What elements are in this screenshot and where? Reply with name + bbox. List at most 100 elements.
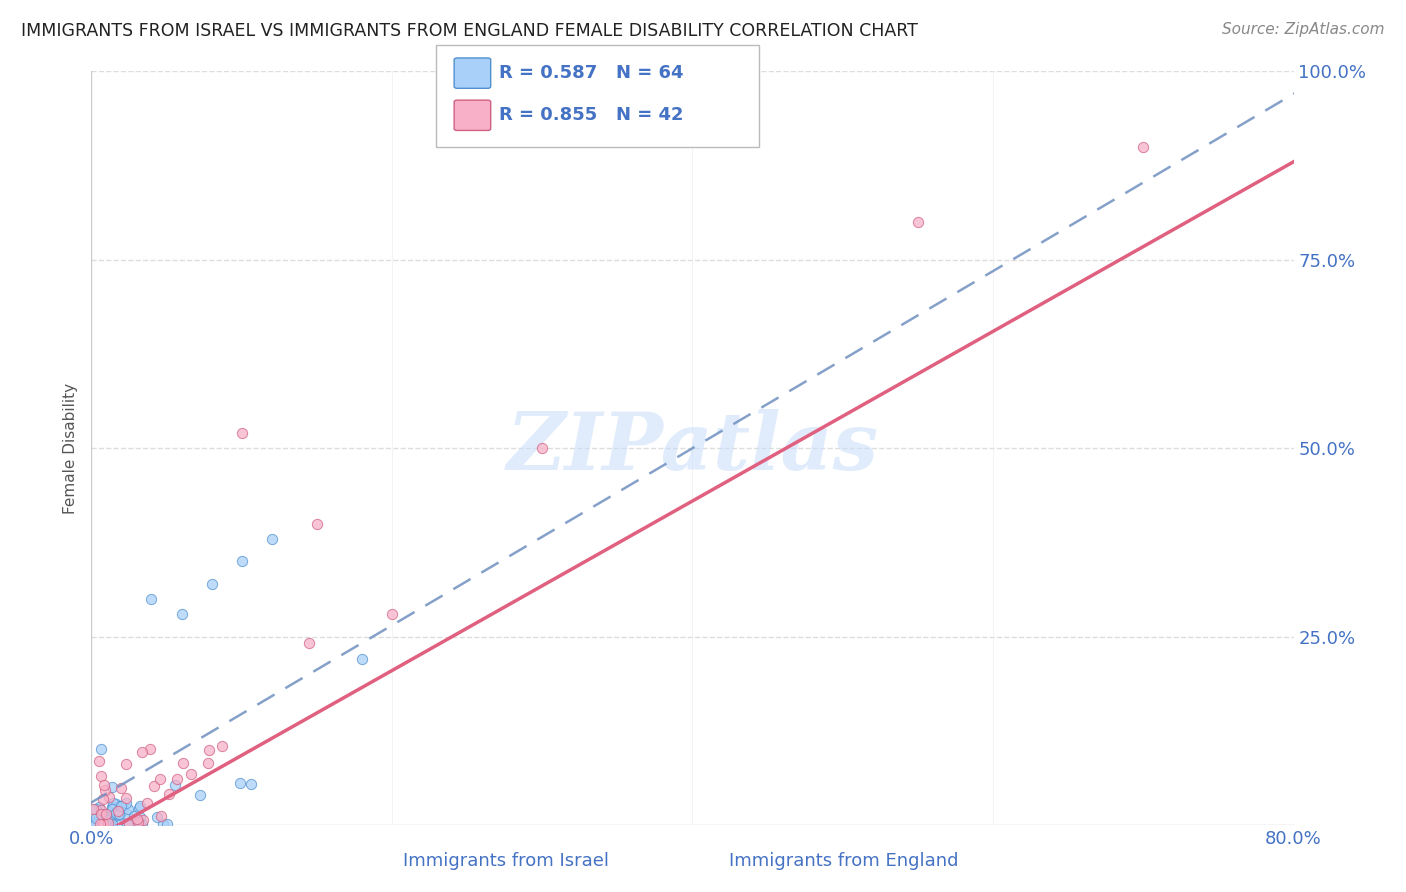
- Point: [381, 607, 404, 621]
- Point: [197, 756, 219, 770]
- Point: [82, 802, 104, 816]
- Point: [117, 802, 139, 816]
- Point: [94, 806, 117, 821]
- Point: [93, 808, 115, 822]
- Point: [93, 778, 115, 792]
- Point: [531, 442, 554, 455]
- Point: [198, 743, 221, 757]
- Point: [141, 592, 163, 607]
- Point: [136, 796, 159, 810]
- Text: Source: ZipAtlas.com: Source: ZipAtlas.com: [1222, 22, 1385, 37]
- Point: [118, 817, 141, 831]
- Point: [115, 796, 138, 810]
- Point: [108, 807, 131, 822]
- Text: IMMIGRANTS FROM ISRAEL VS IMMIGRANTS FROM ENGLAND FEMALE DISABILITY CORRELATION : IMMIGRANTS FROM ISRAEL VS IMMIGRANTS FRO…: [21, 22, 918, 40]
- Point: [94, 817, 117, 831]
- Point: [98, 817, 121, 831]
- Point: [100, 810, 122, 824]
- Point: [146, 810, 169, 824]
- Point: [231, 554, 253, 568]
- Point: [108, 798, 131, 813]
- Point: [124, 817, 146, 831]
- Point: [165, 779, 187, 793]
- Point: [97, 816, 120, 830]
- Point: [107, 808, 129, 822]
- Point: [124, 808, 146, 822]
- Point: [128, 810, 150, 824]
- Point: [94, 817, 117, 831]
- Point: [87, 811, 110, 825]
- Point: [118, 817, 141, 831]
- Text: Immigrants from England: Immigrants from England: [728, 852, 959, 870]
- Point: [180, 766, 202, 780]
- Point: [231, 426, 253, 441]
- Point: [94, 806, 117, 821]
- Point: [156, 817, 179, 831]
- Point: [115, 807, 138, 822]
- Point: [94, 817, 117, 831]
- Point: [90, 803, 112, 817]
- Point: [96, 814, 118, 828]
- Point: [115, 817, 138, 831]
- Point: [157, 787, 180, 801]
- Point: [298, 636, 321, 650]
- Point: [229, 776, 252, 790]
- Point: [110, 805, 132, 820]
- Point: [114, 756, 136, 771]
- Point: [305, 516, 328, 531]
- Point: [84, 811, 107, 825]
- Point: [105, 805, 128, 820]
- Point: [96, 814, 118, 828]
- Point: [93, 817, 115, 831]
- Point: [91, 808, 114, 822]
- Point: [150, 808, 173, 822]
- Y-axis label: Female Disability: Female Disability: [63, 383, 79, 514]
- Point: [260, 532, 283, 546]
- Point: [139, 741, 162, 756]
- Point: [152, 817, 174, 831]
- Point: [101, 800, 124, 814]
- Point: [128, 801, 150, 815]
- Text: ZIPatlas: ZIPatlas: [506, 409, 879, 487]
- Point: [84, 817, 107, 831]
- Point: [350, 652, 373, 666]
- Point: [239, 777, 262, 791]
- Point: [97, 817, 120, 831]
- Text: R = 0.855   N = 42: R = 0.855 N = 42: [499, 106, 683, 124]
- Point: [125, 817, 148, 831]
- Point: [87, 755, 110, 769]
- Point: [127, 815, 149, 830]
- Point: [211, 739, 233, 753]
- Point: [90, 817, 112, 831]
- Point: [131, 817, 153, 831]
- Point: [166, 772, 188, 786]
- Point: [90, 807, 112, 822]
- Point: [142, 779, 165, 793]
- Point: [101, 800, 124, 814]
- Point: [108, 816, 131, 830]
- Point: [90, 769, 112, 783]
- Point: [1132, 140, 1154, 154]
- Point: [118, 816, 141, 830]
- Point: [131, 745, 153, 759]
- Point: [132, 814, 155, 828]
- Point: [128, 799, 150, 814]
- Point: [110, 799, 132, 814]
- Point: [89, 817, 111, 831]
- Point: [114, 791, 136, 805]
- Point: [101, 796, 124, 810]
- Point: [101, 802, 124, 816]
- Point: [87, 800, 110, 814]
- Point: [91, 817, 114, 831]
- Point: [84, 802, 107, 816]
- Point: [100, 817, 122, 831]
- Point: [83, 815, 105, 830]
- Point: [107, 804, 129, 818]
- Point: [149, 772, 172, 787]
- Point: [188, 788, 211, 802]
- Point: [94, 783, 117, 797]
- Point: [127, 812, 149, 826]
- Point: [201, 577, 224, 591]
- Point: [170, 607, 193, 621]
- Point: [105, 797, 128, 812]
